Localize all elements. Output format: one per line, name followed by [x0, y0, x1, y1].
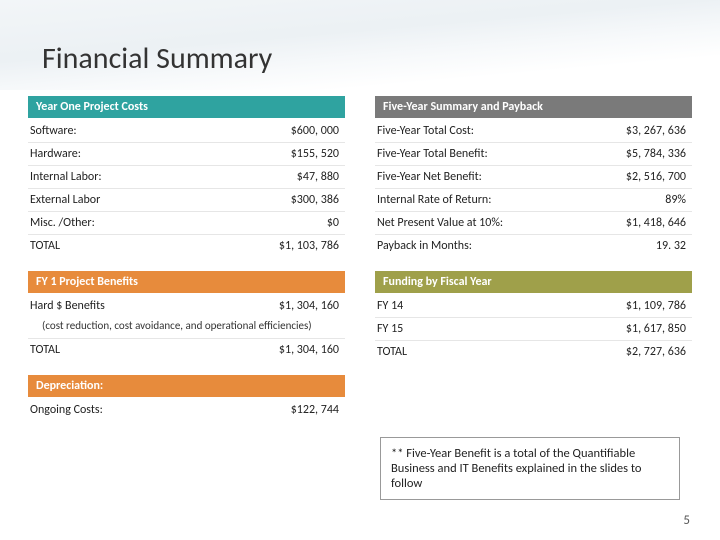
- header-funding: Funding by Fiscal Year: [375, 271, 692, 293]
- row-label: Net Present Value at 10%:: [377, 216, 626, 230]
- row-label: Five-Year Net Benefit:: [377, 170, 626, 184]
- row-label: Ongoing Costs:: [30, 403, 291, 417]
- table-row: Net Present Value at 10%:$1, 418, 646: [375, 212, 692, 235]
- row-label: Internal Labor:: [30, 170, 297, 184]
- header-year-one-costs: Year One Project Costs: [28, 96, 345, 118]
- row-label: External Labor: [30, 193, 291, 207]
- row-value: $0: [327, 216, 339, 230]
- left-column: Year One Project Costs Software:$600, 00…: [28, 96, 345, 421]
- row-value: 89%: [665, 193, 686, 207]
- row-value: $2, 516, 700: [626, 170, 686, 184]
- row-label: TOTAL: [30, 239, 279, 253]
- row-value: 19. 32: [656, 239, 686, 253]
- row-value: $1, 304, 160: [279, 299, 339, 313]
- row-label: Internal Rate of Return:: [377, 193, 665, 207]
- row-value: $1, 418, 646: [626, 216, 686, 230]
- table-row: Hard $ Benefits$1, 304, 160: [28, 295, 345, 317]
- table-row: FY 14$1, 109, 786: [375, 295, 692, 318]
- row-value: $122, 744: [291, 403, 339, 417]
- table-row: Hardware:$155, 520: [28, 143, 345, 166]
- row-label: Payback in Months:: [377, 239, 656, 253]
- table-row: Five-Year Total Benefit:$5, 784, 336: [375, 143, 692, 166]
- table-row: Internal Labor:$47, 880: [28, 166, 345, 189]
- table-row-total: TOTAL$1, 103, 786: [28, 235, 345, 257]
- table-row-total: TOTAL$2, 727, 636: [375, 341, 692, 363]
- row-value: $1, 103, 786: [279, 239, 339, 253]
- row-value: $3, 267, 636: [626, 124, 686, 138]
- row-value: $5, 784, 336: [626, 147, 686, 161]
- row-label: Five-Year Total Cost:: [377, 124, 626, 138]
- row-label: Five-Year Total Benefit:: [377, 147, 626, 161]
- row-value: $155, 520: [291, 147, 339, 161]
- table-row: Software:$600, 000: [28, 120, 345, 143]
- right-column: Five-Year Summary and Payback Five-Year …: [375, 96, 692, 421]
- row-label: FY 15: [377, 322, 626, 336]
- table-row-total: TOTAL$1, 304, 160: [28, 339, 345, 361]
- table-row: Ongoing Costs:$122, 744: [28, 399, 345, 421]
- row-label: Hardware:: [30, 147, 291, 161]
- table-row: External Labor$300, 386: [28, 189, 345, 212]
- table-row: FY 15$1, 617, 850: [375, 318, 692, 341]
- page-title: Financial Summary: [42, 40, 272, 77]
- page-number: 5: [683, 513, 690, 528]
- header-five-year: Five-Year Summary and Payback: [375, 96, 692, 118]
- row-label: Software:: [30, 124, 291, 138]
- table-row: Internal Rate of Return:89%: [375, 189, 692, 212]
- table-row: Five-Year Total Cost:$3, 267, 636: [375, 120, 692, 143]
- header-depreciation: Depreciation:: [28, 375, 345, 397]
- row-value: $1, 304, 160: [279, 343, 339, 357]
- row-value: $1, 109, 786: [626, 299, 686, 313]
- content-columns: Year One Project Costs Software:$600, 00…: [28, 96, 692, 421]
- footnote: ** Five-Year Benefit is a total of the Q…: [380, 437, 680, 500]
- row-label: Hard $ Benefits: [30, 299, 279, 313]
- row-value: $2, 727, 636: [626, 345, 686, 359]
- row-value: $300, 386: [291, 193, 339, 207]
- row-label: Misc. /Other:: [30, 216, 327, 230]
- row-value: $47, 880: [297, 170, 339, 184]
- row-label: TOTAL: [377, 345, 626, 359]
- benefits-subnote: (cost reduction, cost avoidance, and ope…: [28, 317, 345, 339]
- table-row: Five-Year Net Benefit:$2, 516, 700: [375, 166, 692, 189]
- row-label: FY 14: [377, 299, 626, 313]
- row-value: $1, 617, 850: [626, 322, 686, 336]
- table-row: Misc. /Other:$0: [28, 212, 345, 235]
- table-row: Payback in Months:19. 32: [375, 235, 692, 257]
- row-label: TOTAL: [30, 343, 279, 357]
- row-value: $600, 000: [291, 124, 339, 138]
- header-fy1-benefits: FY 1 Project Benefits: [28, 271, 345, 293]
